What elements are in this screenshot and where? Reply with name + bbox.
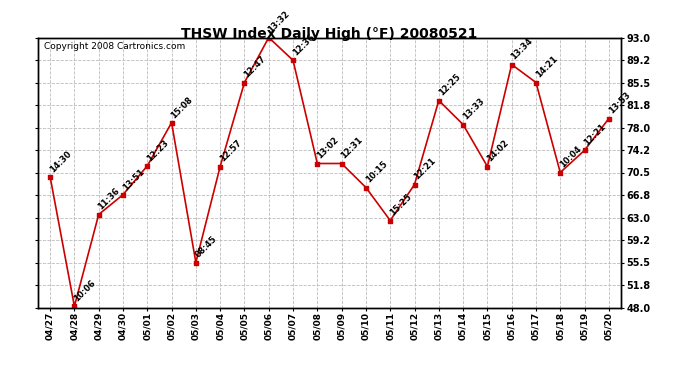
Point: [457, 122, 469, 128]
Text: 13:34: 13:34: [509, 36, 535, 62]
Text: 13:02: 13:02: [315, 135, 340, 161]
Text: 12:57: 12:57: [218, 138, 244, 164]
Point: [190, 260, 201, 266]
Text: 13:53: 13:53: [607, 90, 632, 116]
Point: [360, 184, 371, 190]
Text: 14:02: 14:02: [485, 138, 511, 164]
Point: [603, 116, 614, 122]
Text: 11:36: 11:36: [97, 186, 121, 212]
Text: 13:32: 13:32: [266, 9, 292, 35]
Point: [531, 80, 542, 86]
Text: 15:08: 15:08: [169, 95, 195, 120]
Title: THSW Index Daily High (°F) 20080521: THSW Index Daily High (°F) 20080521: [181, 27, 477, 40]
Point: [117, 192, 128, 198]
Text: 12:25: 12:25: [437, 72, 462, 98]
Text: 10:15: 10:15: [364, 159, 389, 185]
Text: 13:51: 13:51: [121, 166, 146, 192]
Point: [579, 147, 590, 153]
Text: 14:21: 14:21: [534, 54, 559, 80]
Text: 12:21: 12:21: [582, 122, 608, 147]
Text: 13:33: 13:33: [461, 97, 486, 122]
Text: 10:06: 10:06: [72, 278, 97, 303]
Point: [263, 34, 274, 40]
Point: [336, 160, 347, 166]
Point: [141, 163, 152, 169]
Text: 12:23: 12:23: [145, 138, 170, 163]
Text: 12:47: 12:47: [242, 54, 268, 80]
Text: 15:25: 15:25: [388, 192, 413, 218]
Text: 08:45: 08:45: [194, 234, 219, 260]
Point: [482, 164, 493, 170]
Point: [45, 174, 56, 180]
Text: 14:30: 14:30: [48, 149, 73, 174]
Text: Copyright 2008 Cartronics.com: Copyright 2008 Cartronics.com: [43, 42, 185, 51]
Point: [385, 217, 396, 223]
Text: 12:36: 12:36: [291, 32, 316, 57]
Point: [166, 120, 177, 126]
Point: [215, 164, 226, 170]
Point: [312, 160, 323, 166]
Point: [69, 303, 80, 309]
Text: 10:04: 10:04: [558, 144, 583, 170]
Point: [409, 182, 420, 188]
Point: [239, 80, 250, 86]
Point: [506, 62, 518, 68]
Point: [93, 211, 104, 217]
Point: [433, 98, 444, 104]
Point: [288, 57, 299, 63]
Point: [555, 170, 566, 176]
Text: 12:21: 12:21: [413, 156, 437, 182]
Text: 12:31: 12:31: [339, 135, 365, 161]
